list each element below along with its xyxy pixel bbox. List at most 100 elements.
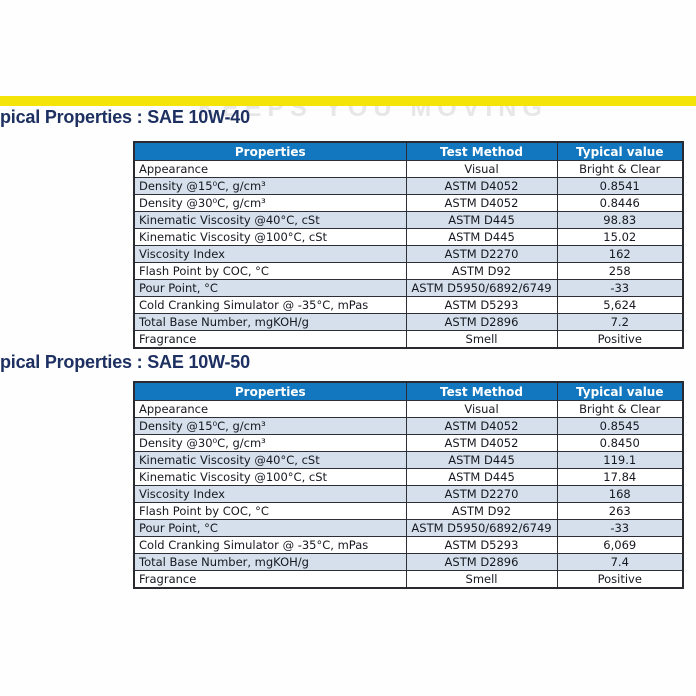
test-method-cell: ASTM D445: [405, 228, 558, 246]
property-cell: Total Base Number, mgKOH/g: [133, 313, 407, 331]
table-row: Pour Point, °C ASTM D5950/6892/6749 -33: [133, 519, 684, 537]
test-method-cell: ASTM D445: [405, 211, 558, 229]
table-row: Appearance Visual Bright & Clear: [133, 160, 684, 178]
property-cell: Pour Point, °C: [133, 519, 407, 537]
typical-value-cell: Positive: [556, 330, 684, 349]
column-header: Test Method: [405, 381, 558, 401]
typical-value-cell: 0.8450: [556, 434, 684, 452]
property-cell: Density @15⁰C, g/cm³: [133, 417, 407, 435]
table-row: Density @30⁰C, g/cm³ ASTM D4052 0.8446: [133, 194, 684, 212]
test-method-cell: Visual: [405, 160, 558, 178]
test-method-cell: ASTM D5293: [405, 296, 558, 314]
test-method-cell: ASTM D4052: [405, 434, 558, 452]
table-row: Kinematic Viscosity @100°C, cSt ASTM D445…: [133, 228, 684, 246]
typical-value-cell: -33: [556, 279, 684, 297]
table-row: Kinematic Viscosity @100°C, cSt ASTM D445…: [133, 468, 684, 486]
typical-value-cell: Bright & Clear: [556, 160, 684, 178]
property-cell: Flash Point by COC, °C: [133, 262, 407, 280]
column-header: Test Method: [405, 141, 558, 161]
test-method-cell: ASTM D445: [405, 451, 558, 469]
property-cell: Kinematic Viscosity @40°C, cSt: [133, 211, 407, 229]
property-cell: Fragrance: [133, 570, 407, 589]
yellow-divider-bar: [0, 96, 696, 106]
table-row: Pour Point, °C ASTM D5950/6892/6749 -33: [133, 279, 684, 297]
property-cell: Viscosity Index: [133, 485, 407, 503]
table-row: Density @15⁰C, g/cm³ ASTM D4052 0.8541: [133, 177, 684, 195]
typical-value-cell: 7.4: [556, 553, 684, 571]
typical-value-cell: 119.1: [556, 451, 684, 469]
column-header: Typical value: [556, 141, 684, 161]
properties-table-sae-10w40: Properties Test Method Typical value Appea…: [133, 141, 684, 349]
test-method-cell: Smell: [405, 570, 558, 589]
typical-value-cell: -33: [556, 519, 684, 537]
test-method-cell: ASTM D5950/6892/6749: [405, 279, 558, 297]
test-method-cell: ASTM D5950/6892/6749: [405, 519, 558, 537]
typical-value-cell: 7.2: [556, 313, 684, 331]
typical-value-cell: 0.8545: [556, 417, 684, 435]
column-header: Properties: [133, 141, 407, 161]
table-header-row: Properties Test Method Typical value: [133, 141, 684, 161]
typical-value-cell: Positive: [556, 570, 684, 589]
property-cell: Fragrance: [133, 330, 407, 349]
typical-value-cell: 15.02: [556, 228, 684, 246]
typical-value-cell: Bright & Clear: [556, 400, 684, 418]
table-row: Viscosity Index ASTM D2270 168: [133, 485, 684, 503]
typical-value-cell: 17.84: [556, 468, 684, 486]
properties-table-sae-10w50: Properties Test Method Typical value Appea…: [133, 381, 684, 589]
typical-value-cell: 0.8446: [556, 194, 684, 212]
test-method-cell: ASTM D2270: [405, 245, 558, 263]
property-cell: Kinematic Viscosity @100°C, cSt: [133, 468, 407, 486]
property-cell: Density @30⁰C, g/cm³: [133, 434, 407, 452]
typical-value-cell: 258: [556, 262, 684, 280]
test-method-cell: ASTM D92: [405, 502, 558, 520]
typical-value-cell: 168: [556, 485, 684, 503]
table-header-row: Properties Test Method Typical value: [133, 381, 684, 401]
test-method-cell: ASTM D4052: [405, 417, 558, 435]
property-cell: Appearance: [133, 160, 407, 178]
table-row: Total Base Number, mgKOH/g ASTM D2896 7.4: [133, 553, 684, 571]
section-title-sae-10w40: pical Properties : SAE 10W-40: [0, 107, 250, 127]
property-cell: Appearance: [133, 400, 407, 418]
table-row: Total Base Number, mgKOH/g ASTM D2896 7.2: [133, 313, 684, 331]
table-row: Cold Cranking Simulator @ -35°C, mPas AST…: [133, 296, 684, 314]
table-row: Viscosity Index ASTM D2270 162: [133, 245, 684, 263]
table-row: Density @15⁰C, g/cm³ ASTM D4052 0.8545: [133, 417, 684, 435]
property-cell: Kinematic Viscosity @100°C, cSt: [133, 228, 407, 246]
table-row: Flash Point by COC, °C ASTM D92 258: [133, 262, 684, 280]
table-row: Appearance Visual Bright & Clear: [133, 400, 684, 418]
typical-value-cell: 98.83: [556, 211, 684, 229]
column-header: Properties: [133, 381, 407, 401]
test-method-cell: ASTM D2896: [405, 313, 558, 331]
typical-value-cell: 0.8541: [556, 177, 684, 195]
test-method-cell: ASTM D4052: [405, 194, 558, 212]
test-method-cell: Smell: [405, 330, 558, 349]
property-cell: Density @15⁰C, g/cm³: [133, 177, 407, 195]
property-cell: Viscosity Index: [133, 245, 407, 263]
test-method-cell: Visual: [405, 400, 558, 418]
property-cell: Total Base Number, mgKOH/g: [133, 553, 407, 571]
table-row: Flash Point by COC, °C ASTM D92 263: [133, 502, 684, 520]
property-cell: Density @30⁰C, g/cm³: [133, 194, 407, 212]
section-title-sae-10w50: pical Properties : SAE 10W-50: [0, 352, 250, 372]
test-method-cell: ASTM D2270: [405, 485, 558, 503]
test-method-cell: ASTM D5293: [405, 536, 558, 554]
test-method-cell: ASTM D445: [405, 468, 558, 486]
column-header: Typical value: [556, 381, 684, 401]
test-method-cell: ASTM D4052: [405, 177, 558, 195]
typical-value-cell: 5,624: [556, 296, 684, 314]
typical-value-cell: 162: [556, 245, 684, 263]
property-cell: Cold Cranking Simulator @ -35°C, mPas: [133, 536, 407, 554]
test-method-cell: ASTM D92: [405, 262, 558, 280]
property-cell: Pour Point, °C: [133, 279, 407, 297]
table-row: Density @30⁰C, g/cm³ ASTM D4052 0.8450: [133, 434, 684, 452]
table-row: Cold Cranking Simulator @ -35°C, mPas AST…: [133, 536, 684, 554]
test-method-cell: ASTM D2896: [405, 553, 558, 571]
typical-value-cell: 263: [556, 502, 684, 520]
property-cell: Cold Cranking Simulator @ -35°C, mPas: [133, 296, 407, 314]
table-row: Fragrance Smell Positive: [133, 570, 684, 589]
property-cell: Kinematic Viscosity @40°C, cSt: [133, 451, 407, 469]
table-row: Kinematic Viscosity @40°C, cSt ASTM D445 1…: [133, 451, 684, 469]
typical-value-cell: 6,069: [556, 536, 684, 554]
property-cell: Flash Point by COC, °C: [133, 502, 407, 520]
